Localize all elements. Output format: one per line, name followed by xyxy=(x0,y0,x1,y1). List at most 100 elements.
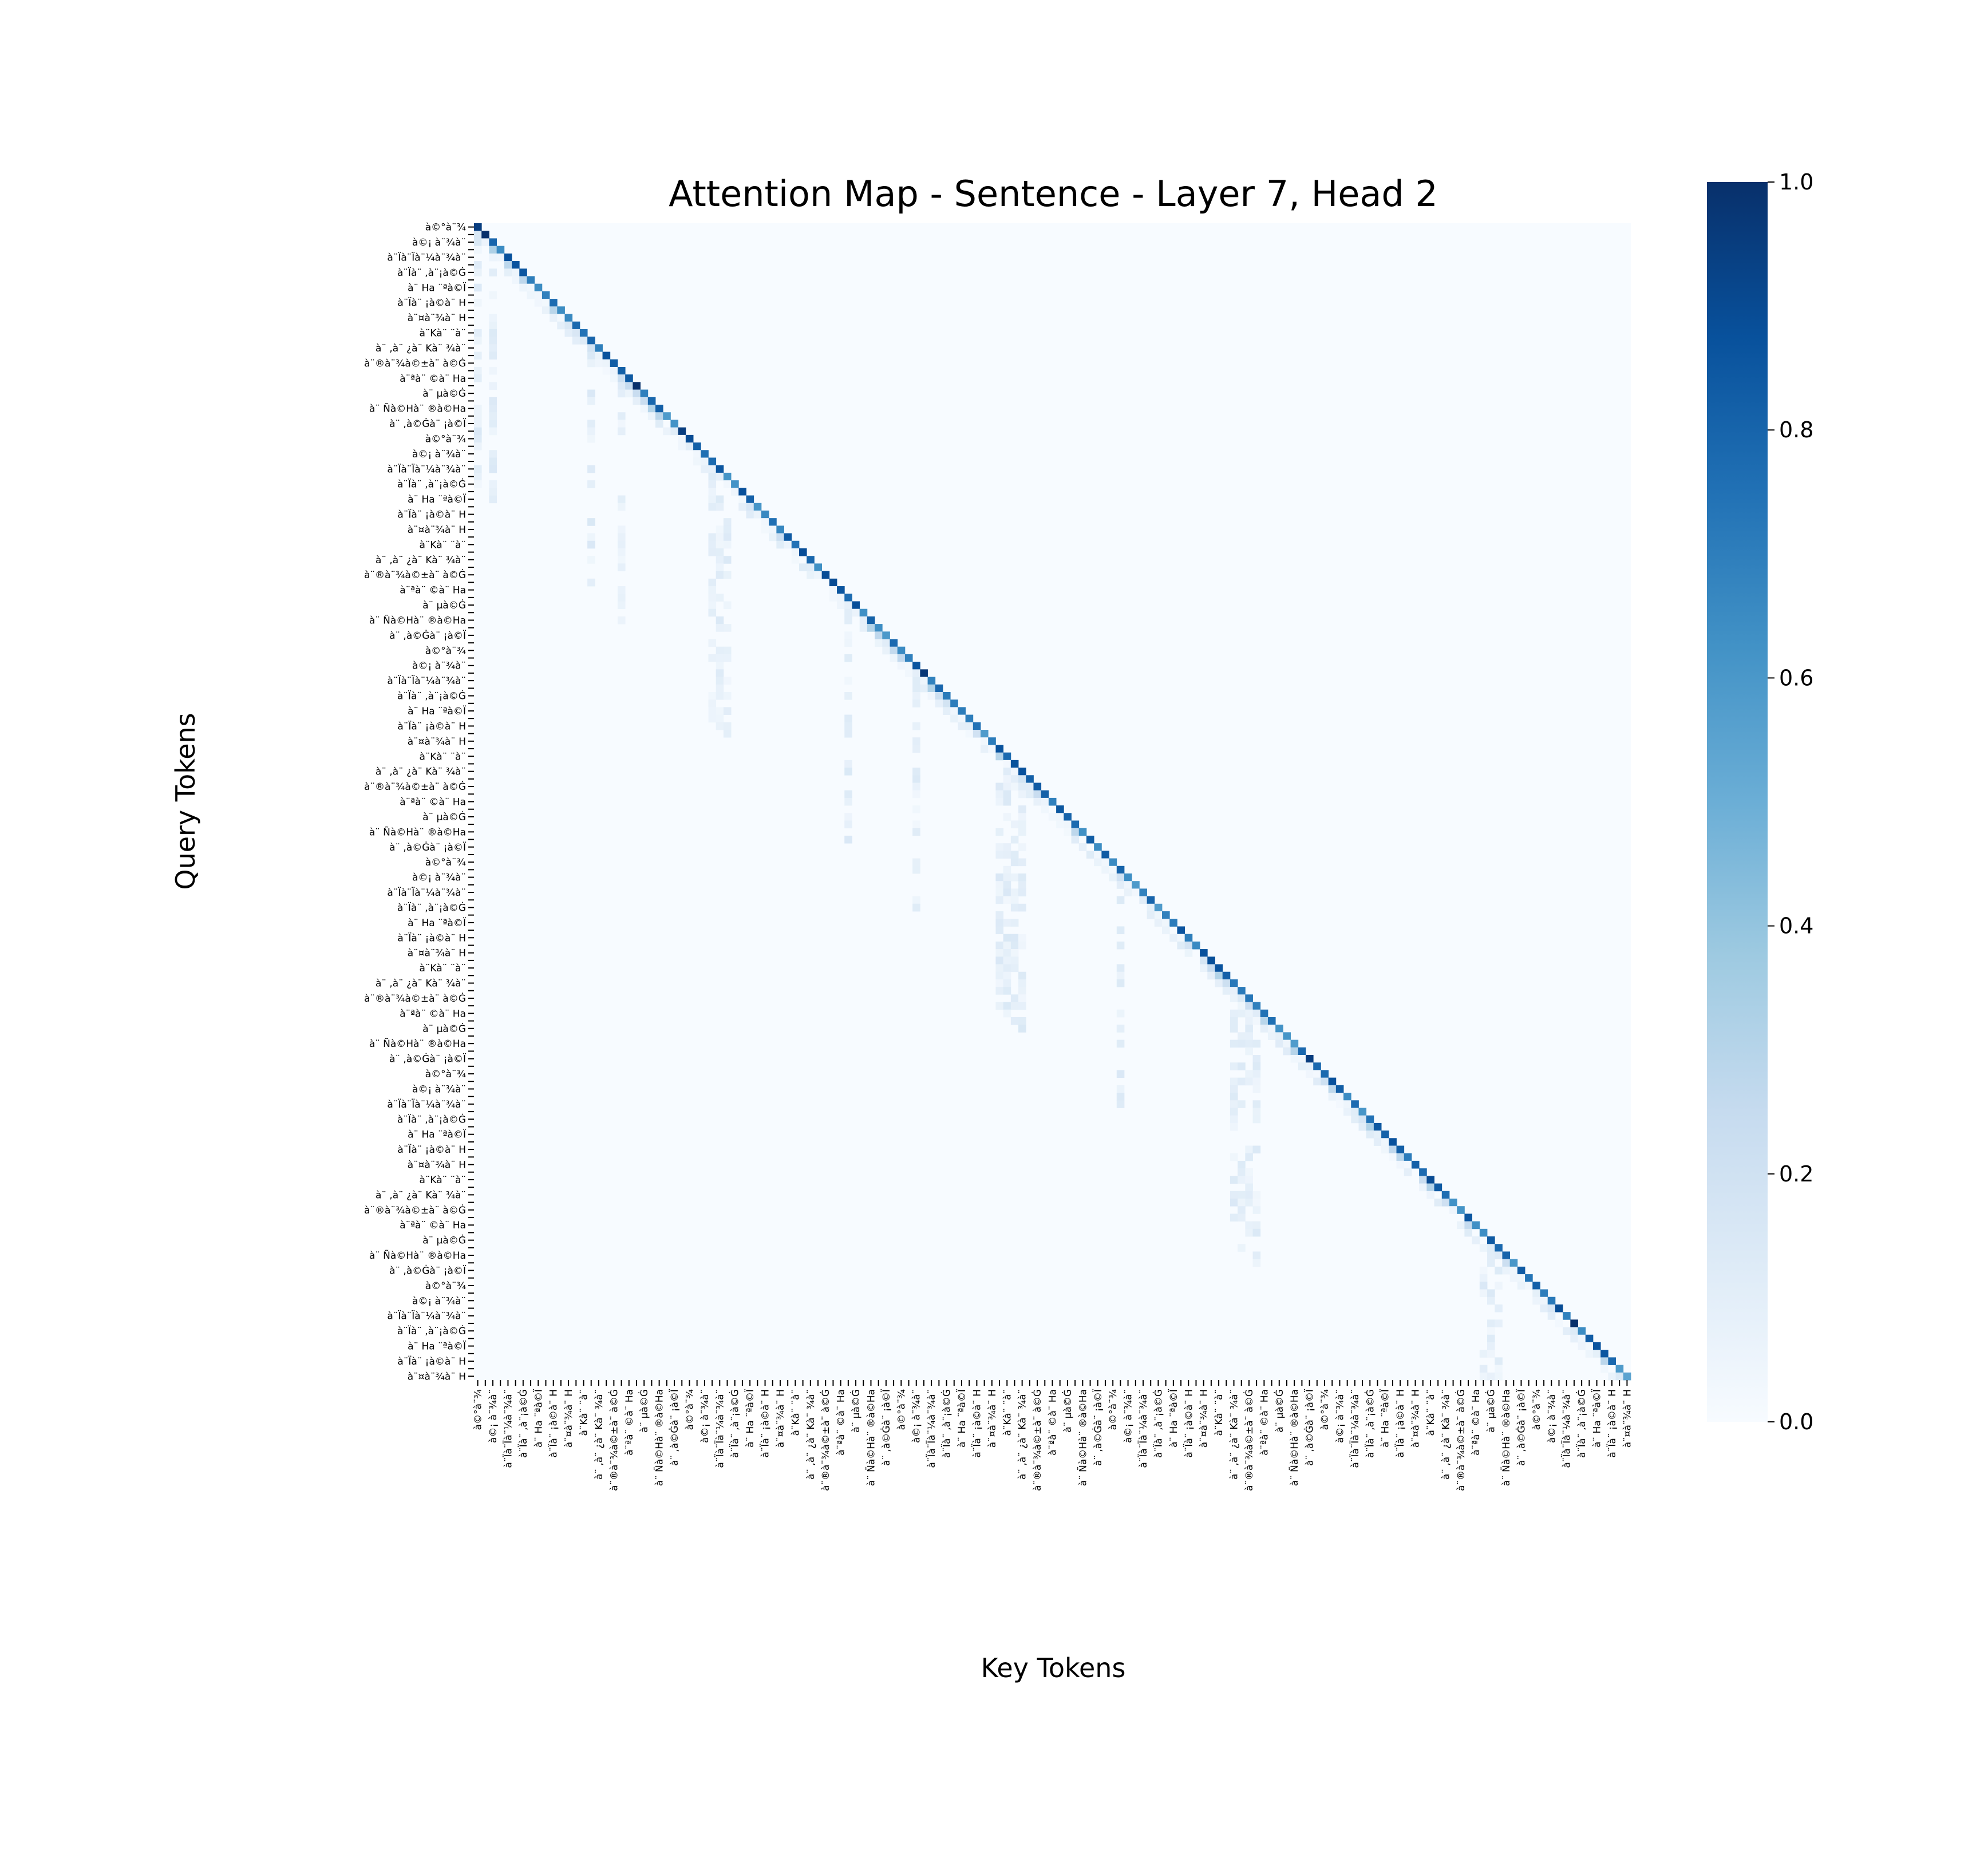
heatmap-cell xyxy=(1426,1183,1434,1192)
heatmap-cell xyxy=(1555,1319,1563,1327)
heatmap-cell xyxy=(716,669,724,677)
heatmap-cell xyxy=(587,480,595,488)
y-tick-label: à¨Kà¨ ¨à¨ xyxy=(419,963,466,974)
heatmap-cell xyxy=(550,299,558,307)
heatmap-cell xyxy=(496,246,505,254)
heatmap-cell xyxy=(1275,1032,1283,1040)
y-tick-label: à¨ Ñà©Hà¨ ®à©Ha xyxy=(369,1037,466,1050)
heatmap-cell xyxy=(617,601,626,610)
heatmap-cell xyxy=(1010,919,1019,927)
heatmap-cell xyxy=(663,412,671,420)
heatmap-cell xyxy=(1252,1085,1261,1093)
heatmap-cell xyxy=(716,525,724,533)
heatmap-cell xyxy=(1116,1039,1125,1048)
heatmap-cell xyxy=(995,828,1004,836)
heatmap-cell xyxy=(1230,1115,1238,1124)
heatmap-cell xyxy=(474,442,482,450)
heatmap-cell xyxy=(1449,1206,1457,1214)
heatmap-cell xyxy=(489,382,497,390)
heatmap-cell xyxy=(761,510,769,519)
heatmap-cell xyxy=(995,752,1004,761)
heatmap-cell xyxy=(920,677,928,685)
heatmap-cell xyxy=(708,601,717,610)
heatmap-cell xyxy=(633,389,641,398)
heatmap-cell xyxy=(1532,1296,1540,1305)
x-tick-label: à¨Ïà¨Ïà¨¼à¨¾à¨ xyxy=(1349,1389,1361,1468)
x-tick-label: à¨Ïà¨Ïà¨¼à¨¾à¨ xyxy=(1137,1389,1149,1468)
heatmap-cell xyxy=(534,291,543,299)
heatmap-cell xyxy=(701,465,709,473)
x-tick-label: à©¡ à¨¾à¨ xyxy=(699,1389,711,1443)
heatmap-cell xyxy=(474,420,482,428)
heatmap-cell xyxy=(995,956,1004,964)
x-tick-label: à©°à¨¾ xyxy=(1108,1389,1119,1430)
heatmap-cell xyxy=(859,616,868,624)
heatmap-cell xyxy=(821,571,830,579)
heatmap-cell xyxy=(1026,790,1034,798)
heatmap-cell xyxy=(1335,1100,1344,1108)
y-tick-label: à¨ ,à¨ ¿à¨ Kà¨ ¾à¨ xyxy=(376,555,466,566)
heatmap-cell xyxy=(1238,1009,1246,1018)
heatmap-cell xyxy=(1419,1176,1427,1184)
x-tick-label: à¨ µà©Ġ xyxy=(638,1389,650,1433)
heatmap-cell xyxy=(1010,903,1019,912)
y-tick-label: à¨ µà©Ġ xyxy=(422,811,466,823)
heatmap-cell xyxy=(890,646,898,655)
heatmap-cell xyxy=(542,299,550,307)
heatmap-cell xyxy=(1003,790,1011,798)
heatmap-cell xyxy=(716,714,724,723)
heatmap-cell xyxy=(723,518,732,526)
heatmap-cell xyxy=(1238,1100,1246,1108)
heatmap-cell xyxy=(981,730,989,738)
heatmap-cell xyxy=(1479,1228,1488,1237)
x-tick-label: à¨ªà¨ ©à¨ Ha xyxy=(836,1389,847,1456)
heatmap-cell xyxy=(1230,1025,1238,1033)
heatmap-cell xyxy=(723,730,732,738)
heatmap-cell xyxy=(807,556,815,564)
heatmap-cell xyxy=(912,782,920,791)
heatmap-cell xyxy=(678,427,686,436)
heatmap-cell xyxy=(1056,813,1064,821)
heatmap-cell xyxy=(1252,1108,1261,1116)
heatmap-cell xyxy=(1366,1122,1374,1131)
y-tick-label: à¨Ïà¨ ¡à©à¨ H xyxy=(397,509,466,521)
heatmap-cell xyxy=(723,722,732,730)
heatmap-cell xyxy=(1238,994,1246,1002)
heatmap-cell xyxy=(602,351,611,360)
x-tick-label: à©¡ à¨¾à¨ xyxy=(911,1389,923,1443)
heatmap-cell xyxy=(1086,835,1094,844)
heatmap-cell xyxy=(708,608,717,617)
heatmap-cell xyxy=(1238,1032,1246,1040)
heatmap-cell xyxy=(1547,1304,1556,1313)
heatmap-cell xyxy=(829,594,837,602)
y-axis-label: Query Tokens xyxy=(170,713,201,890)
heatmap-cell xyxy=(1010,858,1019,867)
y-tick-label: à¨ Ha ¨ªà©Ï xyxy=(408,493,466,505)
y-tick-label: à¨Ïà¨ ¡à©à¨ H xyxy=(397,1355,466,1367)
heatmap-cell xyxy=(1252,1198,1261,1207)
heatmap-cell xyxy=(1547,1296,1556,1305)
heatmap-cell xyxy=(912,828,920,836)
heatmap-cell xyxy=(912,684,920,693)
heatmap-cell xyxy=(1283,1047,1291,1056)
heatmap-cell xyxy=(995,843,1004,851)
heatmap-cell xyxy=(1230,1191,1238,1199)
heatmap-cell xyxy=(489,488,497,496)
heatmap-cell xyxy=(1351,1115,1359,1124)
heatmap-cell xyxy=(776,525,784,533)
heatmap-cell xyxy=(1101,858,1109,867)
heatmap-cell xyxy=(1018,775,1026,783)
x-tick-label: à¨Ïà¨ ,à¨¡à©Ġ xyxy=(729,1389,741,1458)
y-tick-label: à¨¤à¨¾à¨ H xyxy=(408,313,466,324)
heatmap-cell xyxy=(1487,1327,1495,1335)
y-tick-label: à¨Ïà¨ ¡à©à¨ H xyxy=(397,720,466,732)
heatmap-cell xyxy=(587,556,595,564)
heatmap-cell xyxy=(723,707,732,715)
y-tick-label: à©°à¨¾ xyxy=(425,433,466,445)
heatmap-cell xyxy=(474,412,482,420)
x-tick-label: à¨ ,à©Ġà¨ ¡à©Ï xyxy=(668,1389,681,1466)
heatmap-cell xyxy=(950,714,958,723)
heatmap-cell xyxy=(738,495,746,504)
heatmap-cell xyxy=(995,745,1004,753)
heatmap-cell xyxy=(1003,987,1011,995)
